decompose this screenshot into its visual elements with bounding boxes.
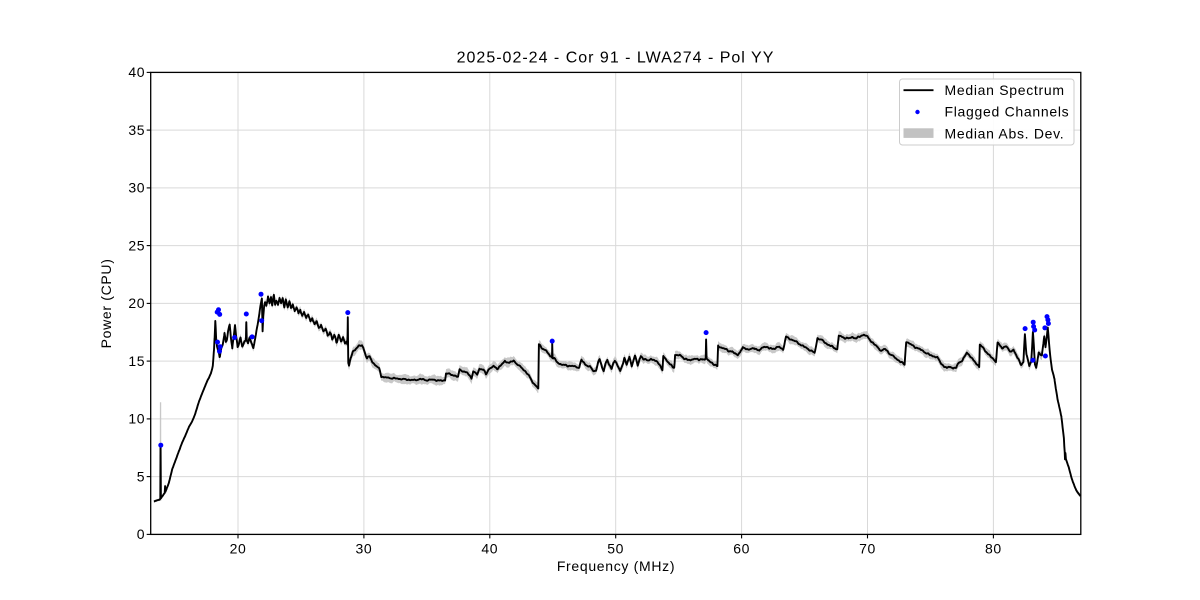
svg-text:0: 0	[137, 526, 145, 542]
svg-text:20: 20	[128, 295, 145, 311]
svg-text:15: 15	[128, 353, 145, 369]
svg-text:80: 80	[985, 541, 1002, 557]
svg-text:35: 35	[128, 122, 145, 138]
svg-text:Frequency (MHz): Frequency (MHz)	[557, 558, 675, 574]
svg-text:Median Spectrum: Median Spectrum	[945, 82, 1065, 98]
svg-text:5: 5	[137, 468, 145, 484]
svg-text:50: 50	[607, 541, 624, 557]
svg-text:Power (CPU): Power (CPU)	[98, 258, 114, 348]
svg-text:60: 60	[733, 541, 750, 557]
svg-text:20: 20	[230, 541, 247, 557]
svg-text:2025-02-24 - Cor 91 - LWA274 -: 2025-02-24 - Cor 91 - LWA274 - Pol YY	[457, 50, 775, 67]
svg-text:40: 40	[481, 541, 498, 557]
svg-text:25: 25	[128, 237, 145, 253]
svg-text:Flagged Channels: Flagged Channels	[945, 104, 1070, 120]
svg-text:70: 70	[859, 541, 876, 557]
svg-text:Median Abs. Dev.: Median Abs. Dev.	[945, 125, 1065, 141]
svg-text:10: 10	[128, 411, 145, 427]
svg-text:30: 30	[128, 180, 145, 196]
svg-text:40: 40	[128, 64, 145, 80]
svg-text:30: 30	[356, 541, 373, 557]
